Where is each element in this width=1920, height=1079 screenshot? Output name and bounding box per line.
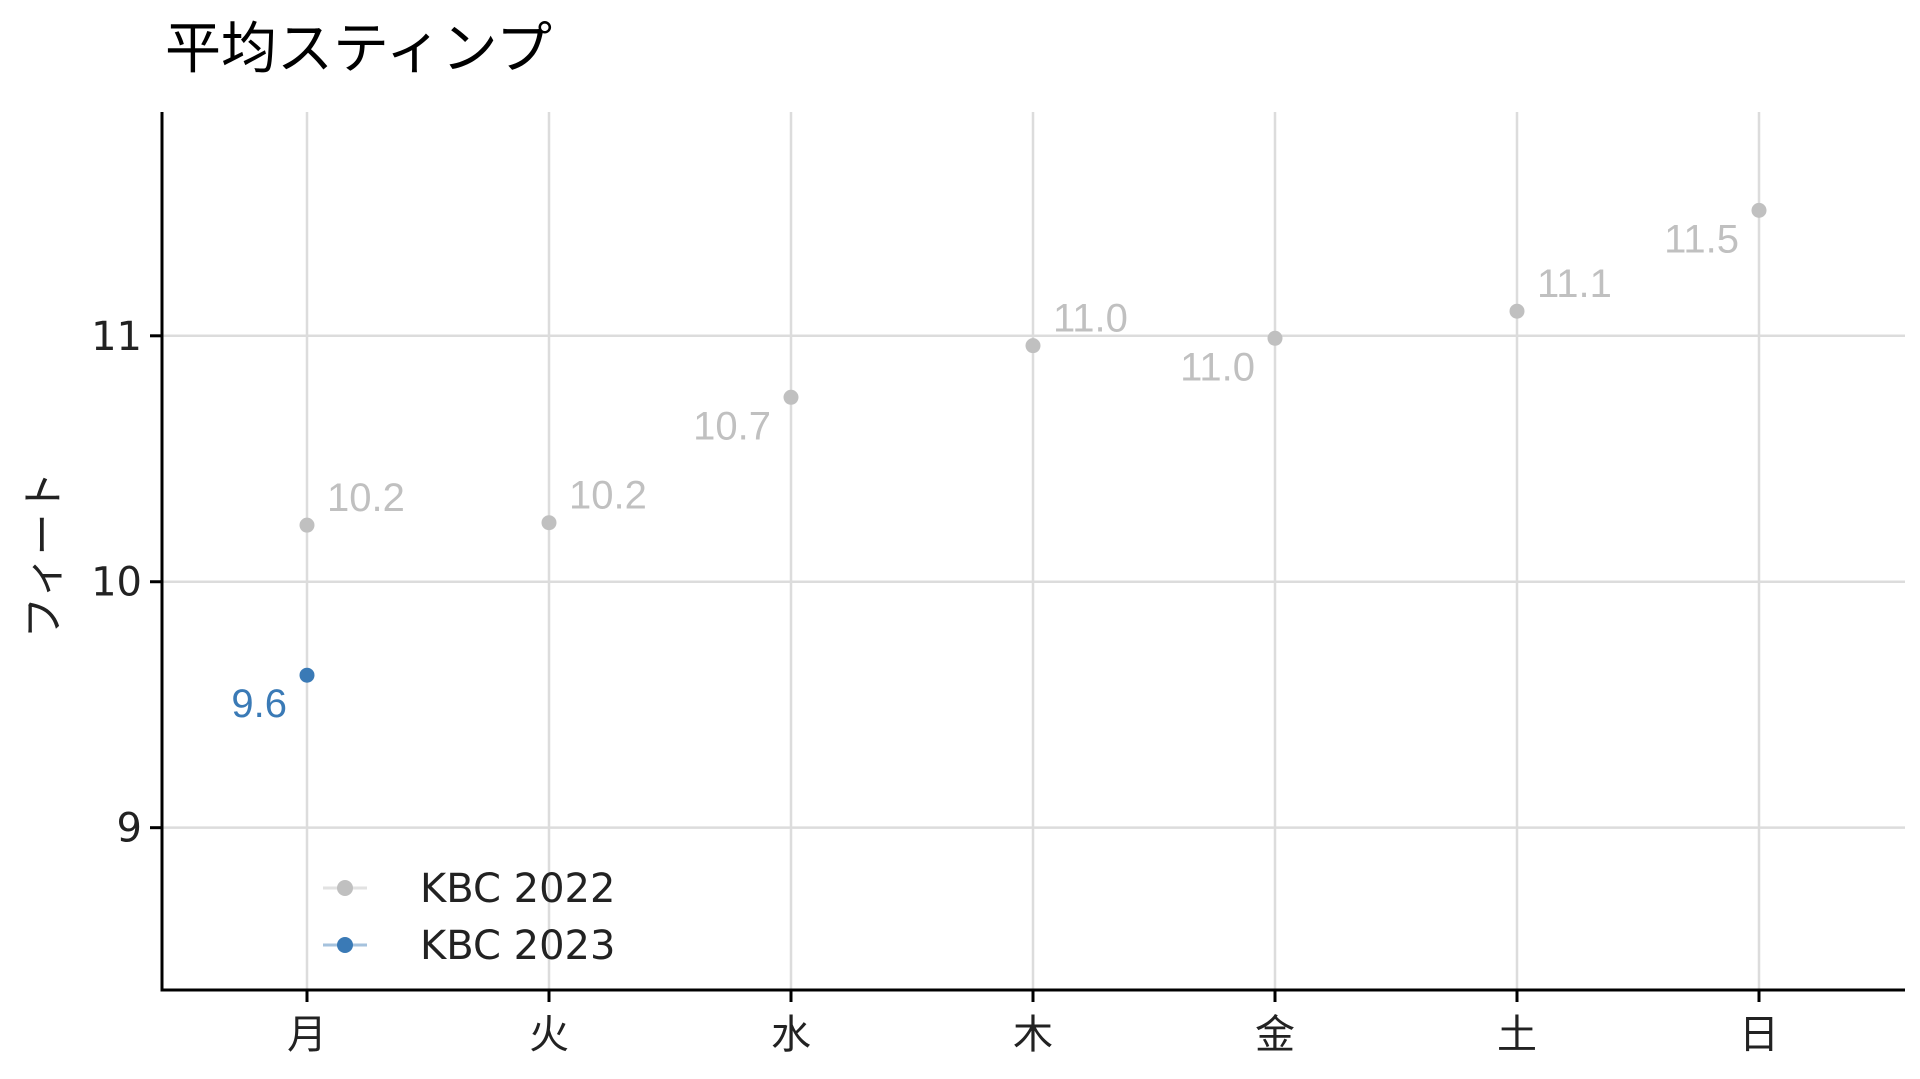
y-axis-label: フィート xyxy=(19,471,68,638)
data-label: 9.6 xyxy=(231,682,287,726)
legend-key-dot xyxy=(337,880,353,896)
data-point xyxy=(541,515,557,531)
points-layer xyxy=(299,202,1767,683)
data-point xyxy=(299,667,315,683)
data-point xyxy=(783,389,799,405)
axes-layer: 9 10 11 月 火 水 木 金 土 日 xyxy=(91,112,1905,1058)
chart-title: 平均スティンプ xyxy=(165,17,552,82)
x-tick-label: 水 xyxy=(771,1012,811,1058)
legend: KBC 2022 KBC 2023 xyxy=(323,866,615,969)
data-point xyxy=(1267,330,1283,346)
data-point xyxy=(299,517,315,533)
y-tick-label: 9 xyxy=(117,806,142,852)
data-label: 11.5 xyxy=(1664,217,1739,261)
legend-label: KBC 2022 xyxy=(420,866,615,912)
y-tick-label: 11 xyxy=(91,314,142,360)
data-label: 10.7 xyxy=(693,404,771,448)
data-point xyxy=(1509,303,1525,319)
grid-layer xyxy=(162,112,1905,990)
data-label: 10.2 xyxy=(569,474,647,518)
data-point xyxy=(1751,202,1767,218)
legend-label: KBC 2023 xyxy=(420,923,615,969)
data-label: 10.2 xyxy=(327,476,405,520)
x-tick-label: 土 xyxy=(1497,1012,1537,1058)
x-tick-label: 木 xyxy=(1013,1012,1053,1058)
data-labels-layer: 10.2 10.2 10.7 11.0 11.0 11.1 11.5 9.6 xyxy=(231,217,1739,726)
x-tick-label: 火 xyxy=(529,1012,569,1058)
x-tick-label: 金 xyxy=(1255,1012,1295,1058)
data-label: 11.0 xyxy=(1180,345,1255,389)
y-tick-label: 10 xyxy=(91,560,142,606)
legend-key-dot xyxy=(337,937,353,953)
data-point xyxy=(1025,338,1041,354)
data-label: 11.1 xyxy=(1537,262,1612,306)
x-tick-label: 日 xyxy=(1739,1012,1779,1058)
data-label: 11.0 xyxy=(1053,297,1128,341)
x-tick-label: 月 xyxy=(287,1012,327,1058)
